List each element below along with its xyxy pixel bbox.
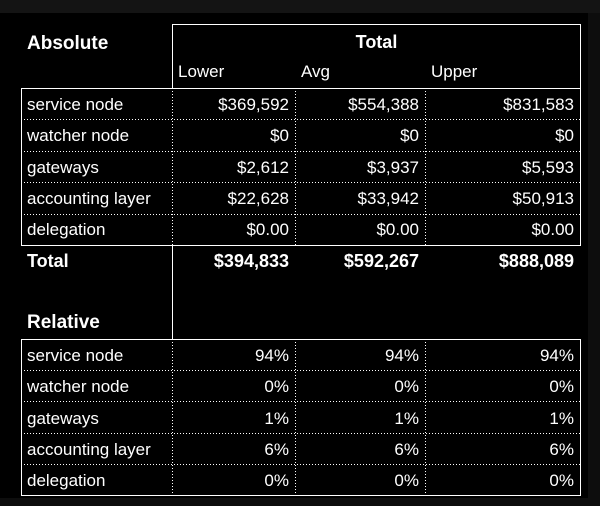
table-cell: $22,628: [227, 189, 289, 208]
section-title-relative: Relative: [27, 312, 100, 333]
table-cell: $0.00: [246, 220, 289, 239]
table-cell: $554,388: [348, 95, 419, 114]
table-cell: $369,592: [218, 95, 289, 114]
relative-row-divider-2: [21, 401, 581, 402]
table-cell: 94%: [539, 346, 574, 365]
absolute-body-top-border: [21, 88, 581, 89]
column-header-upper: Upper: [431, 62, 478, 81]
table-cell: 1%: [549, 409, 574, 428]
relative-col-divider-3: [425, 339, 426, 496]
table-cell: 94%: [254, 346, 289, 365]
table-row-label: gateways: [27, 158, 99, 177]
relative-body-top-border: [21, 339, 581, 340]
table-cell: 0%: [549, 471, 574, 490]
table-cell: 6%: [394, 440, 419, 459]
relative-body-right-border: [580, 339, 581, 496]
column-header-avg: Avg: [301, 62, 330, 81]
table-cell: 0%: [394, 377, 419, 396]
table-cell: 6%: [549, 440, 574, 459]
relative-body-bottom-border: [21, 495, 581, 496]
table-cell: $33,942: [357, 189, 419, 208]
table-cell: 0%: [549, 377, 574, 396]
header-box-right-border: [580, 24, 581, 88]
table-cell: $831,583: [503, 95, 574, 114]
column-header-lower: Lower: [178, 62, 225, 81]
table-cell: 0%: [264, 471, 289, 490]
bottom-edge-band: [0, 498, 600, 506]
absolute-body-bottom-border: [21, 245, 581, 246]
relative-row-divider-1: [21, 370, 581, 371]
column-group-header-total: Total: [355, 32, 398, 52]
relative-col-divider-1: [172, 339, 173, 496]
table-row-label: gateways: [27, 409, 99, 428]
total-row-cell: $592,267: [343, 251, 419, 271]
absolute-body-left-border: [21, 88, 22, 246]
section-title-absolute: Absolute: [27, 33, 109, 54]
table-row-label: delegation: [27, 220, 106, 239]
total-row-label: Total: [27, 251, 69, 271]
table-cell: $0: [555, 126, 574, 145]
absolute-col-divider-3: [425, 88, 426, 246]
top-edge-band: [0, 0, 600, 13]
right-edge-band: [588, 13, 600, 506]
absolute-col-divider-1: [172, 88, 173, 246]
table-cell: $0: [270, 126, 289, 145]
table-cell: 1%: [394, 409, 419, 428]
relative-row-divider-4: [21, 464, 581, 465]
table-cell: 1%: [264, 409, 289, 428]
absolute-row-divider-1: [21, 119, 581, 120]
absolute-body-right-border: [580, 88, 581, 246]
table-cell: $0: [400, 126, 419, 145]
absolute-col-divider-2: [295, 88, 296, 246]
absolute-row-divider-3: [21, 182, 581, 183]
table-row-label: watcher node: [27, 126, 130, 145]
table-cell: 94%: [384, 346, 419, 365]
table-cell: 0%: [264, 377, 289, 396]
table-cell: 0%: [394, 471, 419, 490]
header-box-top-border: [172, 24, 581, 25]
section-spacer-divider: [172, 245, 173, 339]
relative-row-divider-3: [21, 433, 581, 434]
table-cell: 6%: [264, 440, 289, 459]
table-row-label: accounting layer: [27, 189, 151, 208]
table-row-label: watcher node: [27, 377, 130, 396]
table-cell: $5,593: [522, 158, 574, 177]
absolute-row-divider-2: [21, 151, 581, 152]
table-cell: $2,612: [237, 158, 289, 177]
table-cell: $0.00: [531, 220, 574, 239]
table-cell: $0.00: [376, 220, 419, 239]
table-row-label: delegation: [27, 471, 106, 490]
total-row-cell: $394,833: [213, 251, 289, 271]
header-box-left-border: [172, 24, 173, 88]
table-row-label: service node: [27, 95, 124, 114]
absolute-row-divider-4: [21, 214, 581, 215]
table-row-label: service node: [27, 346, 124, 365]
relative-body-left-border: [21, 339, 22, 496]
table-row-label: accounting layer: [27, 440, 151, 459]
table-cell: $3,937: [367, 158, 419, 177]
relative-col-divider-2: [295, 339, 296, 496]
total-row-cell: $888,089: [498, 251, 574, 271]
table-cell: $50,913: [512, 189, 574, 208]
